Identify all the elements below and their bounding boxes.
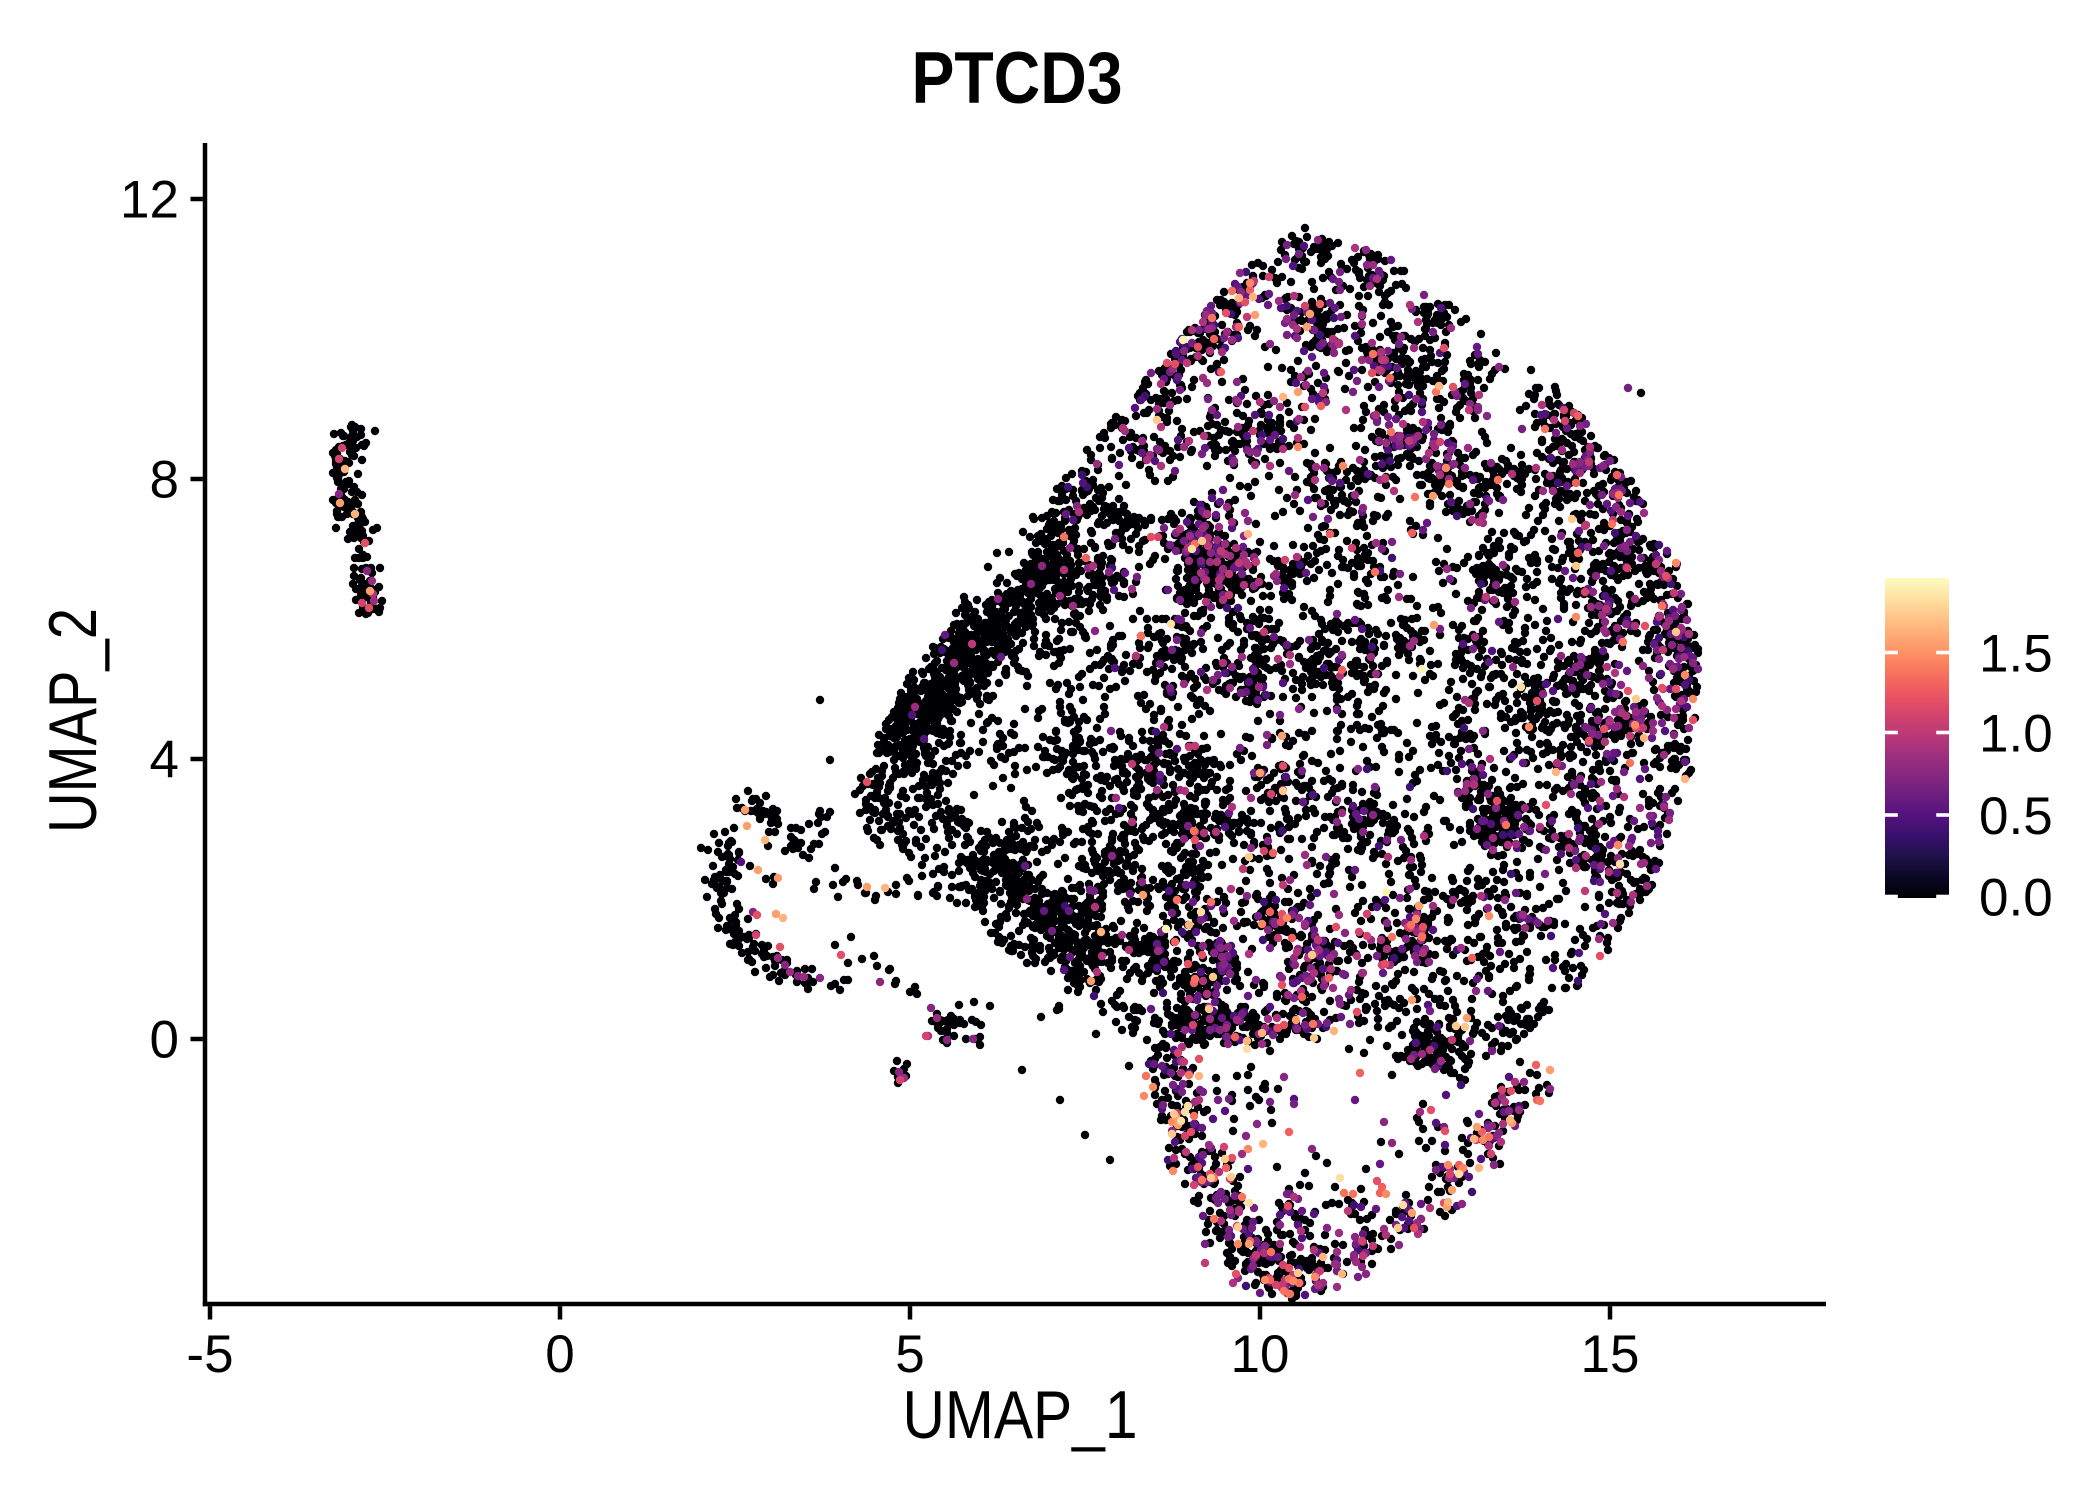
svg-text:10: 10 bbox=[1231, 1325, 1290, 1384]
svg-text:5: 5 bbox=[895, 1325, 924, 1384]
svg-text:12: 12 bbox=[120, 171, 179, 230]
svg-text:UMAP_2: UMAP_2 bbox=[35, 608, 111, 833]
svg-text:0: 0 bbox=[545, 1325, 574, 1384]
svg-text:1.0: 1.0 bbox=[1979, 705, 2053, 764]
svg-text:UMAP_1: UMAP_1 bbox=[903, 1377, 1138, 1453]
svg-text:4: 4 bbox=[150, 731, 179, 790]
svg-text:PTCD3: PTCD3 bbox=[912, 38, 1123, 119]
svg-text:15: 15 bbox=[1581, 1325, 1640, 1384]
svg-text:1.5: 1.5 bbox=[1979, 625, 2053, 684]
svg-text:-5: -5 bbox=[186, 1325, 233, 1384]
svg-text:0: 0 bbox=[150, 1011, 179, 1070]
svg-text:8: 8 bbox=[150, 451, 179, 510]
svg-text:0.0: 0.0 bbox=[1979, 869, 2053, 928]
svg-text:0.5: 0.5 bbox=[1979, 787, 2053, 846]
